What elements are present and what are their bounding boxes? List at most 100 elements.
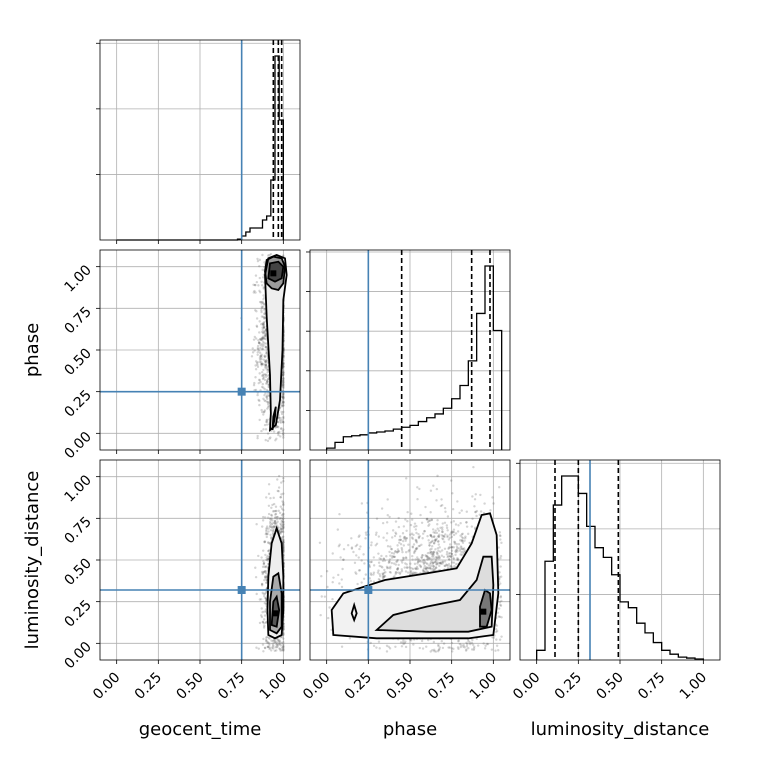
sample-point xyxy=(262,386,265,389)
sample-point xyxy=(452,557,455,560)
sample-point xyxy=(331,597,334,601)
sample-point xyxy=(264,342,268,345)
sample-point xyxy=(387,561,391,564)
sample-point xyxy=(378,572,381,576)
sample-point xyxy=(274,505,278,508)
sample-point xyxy=(326,585,329,589)
sample-point xyxy=(390,551,394,555)
sample-point xyxy=(390,547,393,551)
sample-point xyxy=(264,610,268,613)
sample-point xyxy=(257,349,261,352)
sample-point xyxy=(339,556,342,559)
sample-point xyxy=(254,575,258,579)
sample-point xyxy=(261,572,264,576)
sample-point xyxy=(280,418,284,422)
sample-point xyxy=(278,647,281,650)
sample-point xyxy=(337,573,340,577)
sample-point xyxy=(280,412,284,416)
sample-point xyxy=(438,546,441,549)
sample-point xyxy=(357,556,360,559)
sample-point xyxy=(262,413,265,416)
sample-point xyxy=(259,362,263,366)
sample-point xyxy=(262,326,266,329)
sample-point xyxy=(401,550,404,554)
sample-point xyxy=(435,499,438,502)
sample-point xyxy=(450,549,454,552)
sample-point xyxy=(282,378,285,381)
sample-point xyxy=(266,645,270,649)
sample-point xyxy=(261,373,265,377)
sample-point xyxy=(471,517,474,520)
sample-point xyxy=(380,507,384,510)
sample-point xyxy=(268,642,271,645)
sample-point xyxy=(263,335,266,338)
sample-point xyxy=(275,522,278,525)
sample-point xyxy=(468,541,471,545)
sample-point xyxy=(383,568,386,572)
sample-point xyxy=(406,571,410,574)
sample-point xyxy=(259,338,263,342)
sample-point xyxy=(406,520,409,523)
sample-point xyxy=(260,315,264,318)
sample-point xyxy=(277,433,280,437)
sample-point xyxy=(267,530,270,533)
sample-point xyxy=(342,547,346,551)
sample-point xyxy=(413,562,417,566)
sample-point xyxy=(282,541,285,544)
sample-point xyxy=(266,380,269,383)
sample-point xyxy=(258,351,262,354)
sample-point xyxy=(260,306,264,310)
sample-point xyxy=(266,641,270,644)
sample-point xyxy=(436,540,440,543)
sample-point xyxy=(282,420,285,424)
sample-point xyxy=(262,326,265,329)
sample-point xyxy=(282,392,285,396)
sample-point xyxy=(262,297,265,301)
sample-point xyxy=(277,431,280,434)
sample-point xyxy=(271,531,275,535)
sample-point xyxy=(261,565,265,569)
sample-point xyxy=(425,645,428,648)
sample-point xyxy=(280,402,283,405)
sample-point xyxy=(258,320,261,323)
sample-point xyxy=(370,560,373,564)
sample-point xyxy=(263,576,267,579)
sample-point xyxy=(360,559,363,562)
sample-point xyxy=(262,363,266,366)
sample-point xyxy=(264,332,267,335)
sample-point xyxy=(332,576,335,579)
sample-point xyxy=(265,352,268,355)
sample-point xyxy=(385,532,389,535)
sample-point xyxy=(282,366,285,370)
sample-point xyxy=(281,404,284,407)
sample-point xyxy=(282,365,285,368)
sample-point xyxy=(265,578,268,582)
sample-point xyxy=(264,360,268,363)
sample-point xyxy=(258,378,261,381)
sample-point xyxy=(282,395,285,399)
sample-point xyxy=(413,525,416,528)
sample-point xyxy=(259,354,262,358)
sample-point xyxy=(384,570,387,574)
sample-point xyxy=(266,368,270,372)
sample-point xyxy=(262,315,265,319)
sample-point xyxy=(260,353,263,356)
sample-point xyxy=(479,493,482,497)
sample-point xyxy=(277,416,281,420)
sample-point xyxy=(346,543,350,547)
sample-point xyxy=(431,539,434,542)
sample-point xyxy=(263,326,266,329)
sample-point xyxy=(281,394,285,397)
sample-point xyxy=(282,542,285,546)
sample-point xyxy=(259,380,262,384)
sample-point xyxy=(268,637,271,640)
sample-point xyxy=(271,522,274,525)
sample-point xyxy=(282,431,285,435)
sample-point xyxy=(255,646,258,649)
sample-point xyxy=(411,554,414,558)
sample-point xyxy=(266,432,270,435)
sample-point xyxy=(279,644,283,647)
sample-point xyxy=(263,578,266,582)
sample-point xyxy=(391,536,394,539)
